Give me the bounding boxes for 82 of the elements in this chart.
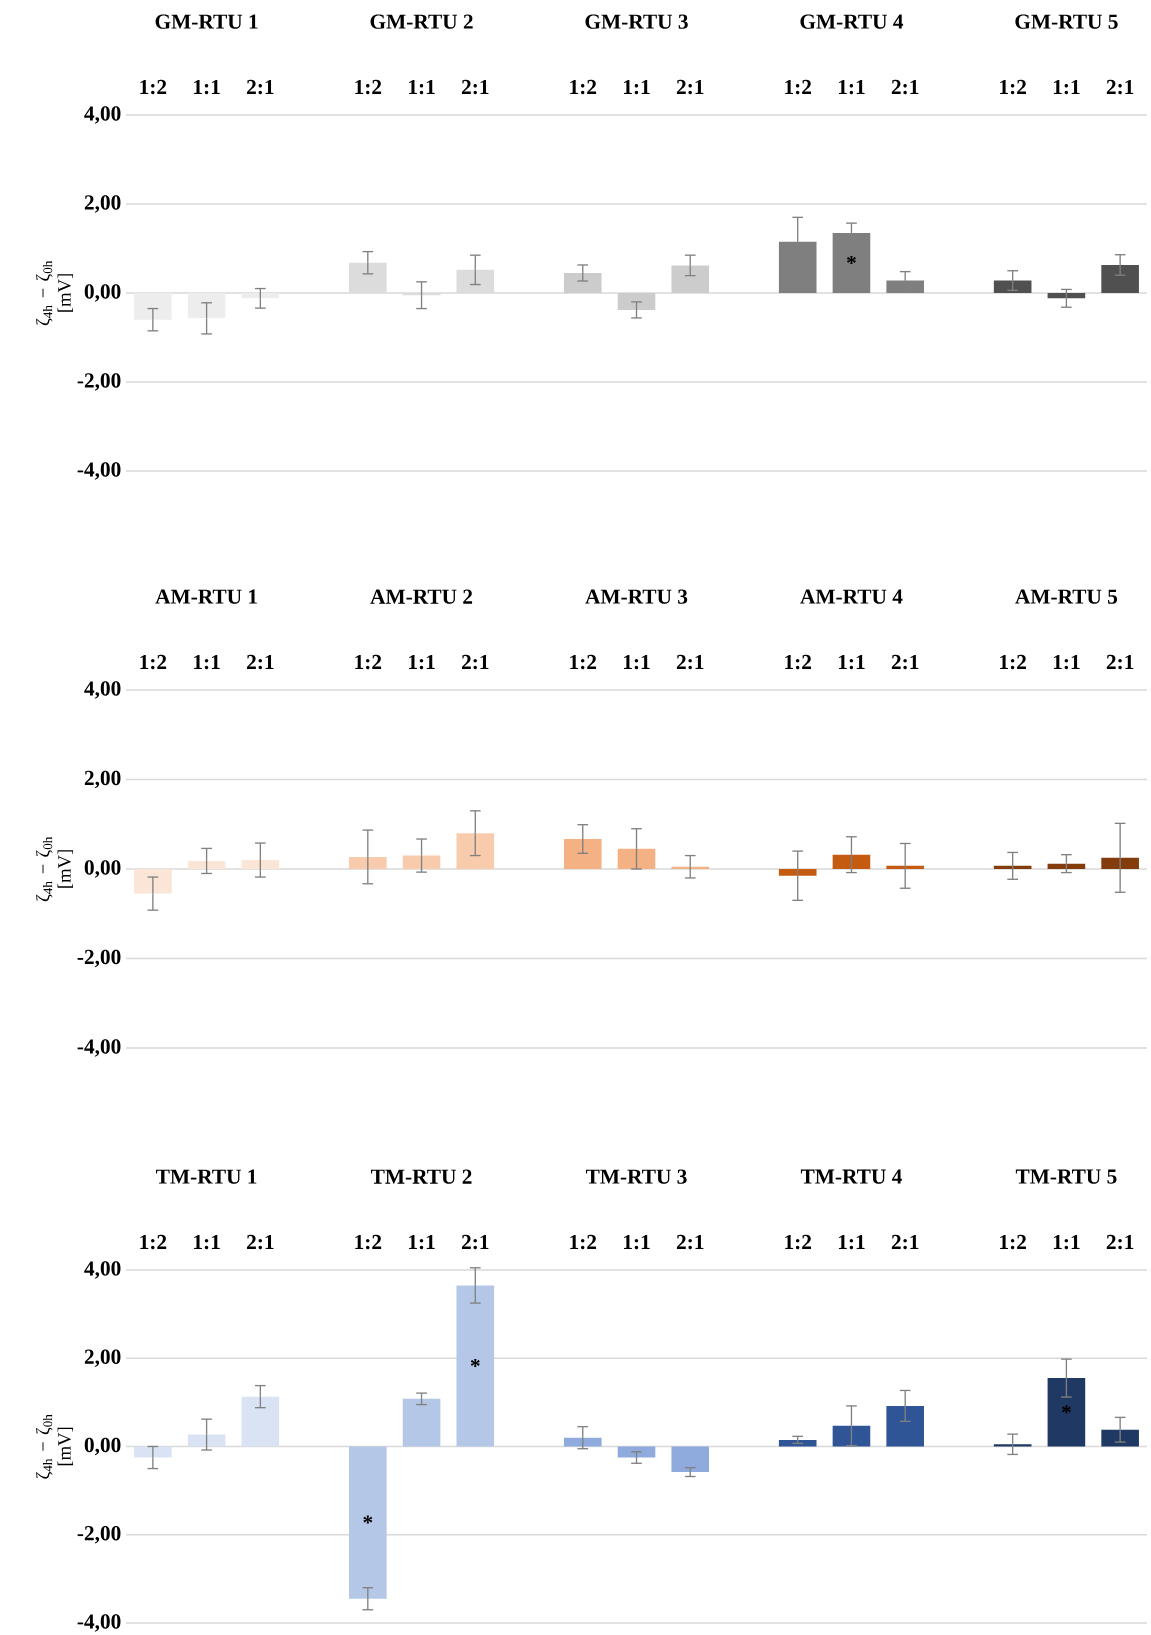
- y-tick-label: 2,00: [84, 770, 121, 789]
- x-tick-label: 1:1: [624, 1234, 650, 1250]
- data-label: *: [470, 1358, 480, 1367]
- x-tick-label: 2:1: [676, 79, 704, 95]
- x-tick-label: 1:1: [838, 79, 865, 95]
- x-tick-label: 1:2: [570, 654, 597, 670]
- x-tick-label: 1:1: [194, 1234, 220, 1250]
- text: GM-RTU 4: [800, 14, 904, 29]
- x-tick-label: 2:1: [891, 1234, 919, 1250]
- text: GM-RTU 2: [370, 14, 473, 29]
- x-tick-label: 1:1: [838, 654, 865, 670]
- data-label: *: [846, 255, 856, 264]
- y-tick-label: 0,00: [84, 860, 121, 878]
- text: GM-RTU 3: [585, 14, 688, 29]
- y-tick-label: 2,00: [84, 1349, 121, 1367]
- x-tick-label: 2:1: [676, 654, 704, 670]
- x-tick-label: 1:1: [409, 79, 435, 95]
- x-tick-label: 2:1: [247, 654, 274, 670]
- y-tick-label: -4,00: [77, 1039, 121, 1057]
- x-tick-label: 1:2: [570, 1234, 597, 1250]
- text: GM-RTU 5: [1015, 14, 1118, 29]
- y-tick-label: -4,00: [77, 1614, 121, 1632]
- x-tick-label: 2:1: [461, 1234, 489, 1250]
- x-tick-label: 1:1: [1053, 79, 1080, 95]
- x-tick-label: 1:1: [624, 79, 650, 95]
- data-label: *: [363, 1515, 373, 1524]
- x-tick-label: 1:2: [785, 654, 812, 670]
- x-tick-label: 2:1: [676, 1234, 704, 1250]
- x-tick-label: 1:2: [355, 1234, 382, 1250]
- x-tick-label: 1:1: [1053, 654, 1080, 670]
- y-axis-title: ζ$_{4h}$ − ζ$_{0h}$ [mV]: [36, 836, 74, 902]
- x-tick-label: 1:2: [355, 79, 382, 95]
- x-tick-label: 1:1: [194, 79, 220, 95]
- y-tick-label: -2,00: [77, 949, 121, 968]
- text: TM-RTU 1: [156, 1169, 257, 1184]
- x-tick-label: 1:2: [785, 1234, 812, 1250]
- x-tick-label: 1:1: [838, 1234, 865, 1250]
- x-tick-label: 1:2: [140, 1234, 167, 1250]
- text: AM-RTU 1: [155, 589, 257, 604]
- x-tick-label: 1:2: [1000, 79, 1026, 95]
- y-axis-title: ζ$_{4h}$ − ζ$_{0h}$ [mV]: [36, 260, 74, 326]
- y-tick-label: -2,00: [77, 373, 121, 391]
- x-tick-label: 2:1: [1106, 1234, 1134, 1250]
- text: AM-RTU 5: [1015, 589, 1118, 604]
- text: AM-RTU 3: [585, 589, 688, 604]
- y-axis-title: ζ$_{4h}$ − ζ$_{0h}$ [mV]: [36, 1414, 74, 1479]
- x-tick-label: 2:1: [891, 654, 919, 670]
- x-tick-label: 1:2: [140, 654, 167, 670]
- text: AM-RTU 2: [370, 589, 473, 604]
- x-tick-label: 1:2: [140, 79, 167, 95]
- x-tick-label: 1:1: [409, 654, 435, 670]
- x-tick-label: 2:1: [247, 1234, 274, 1250]
- y-tick-label: 0,00: [84, 284, 121, 302]
- text: TM-RTU 3: [585, 1169, 687, 1184]
- x-tick-label: 1:1: [194, 654, 220, 670]
- x-tick-label: 1:2: [1000, 1234, 1026, 1250]
- x-tick-label: 1:1: [1053, 1234, 1080, 1250]
- x-tick-label: 1:2: [1000, 654, 1026, 670]
- x-tick-label: 2:1: [247, 79, 274, 95]
- x-tick-label: 1:2: [570, 79, 597, 95]
- y-tick-label: 4,00: [84, 106, 121, 124]
- y-tick-label: -4,00: [77, 462, 121, 480]
- x-tick-label: 1:2: [355, 654, 382, 670]
- y-tick-label: 2,00: [84, 195, 121, 213]
- text: TM-RTU 4: [800, 1169, 902, 1184]
- y-tick-label: 4,00: [84, 681, 121, 699]
- x-tick-label: 2:1: [1106, 79, 1134, 95]
- data-label: *: [1061, 1405, 1071, 1414]
- x-tick-label: 1:1: [409, 1234, 435, 1250]
- y-tick-label: 4,00: [84, 1261, 121, 1279]
- x-tick-label: 2:1: [891, 79, 919, 95]
- x-tick-label: 2:1: [1106, 654, 1134, 670]
- text: TM-RTU 5: [1015, 1169, 1117, 1184]
- text: GM-RTU 1: [155, 14, 258, 29]
- y-tick-label: 0,00: [84, 1437, 121, 1456]
- x-tick-label: 1:2: [785, 79, 812, 95]
- x-tick-label: 2:1: [461, 654, 489, 670]
- x-tick-label: 1:1: [624, 654, 650, 670]
- text: AM-RTU 4: [800, 589, 903, 604]
- text: TM-RTU 2: [371, 1169, 472, 1184]
- y-tick-label: -2,00: [77, 1526, 121, 1544]
- x-tick-label: 2:1: [461, 79, 489, 95]
